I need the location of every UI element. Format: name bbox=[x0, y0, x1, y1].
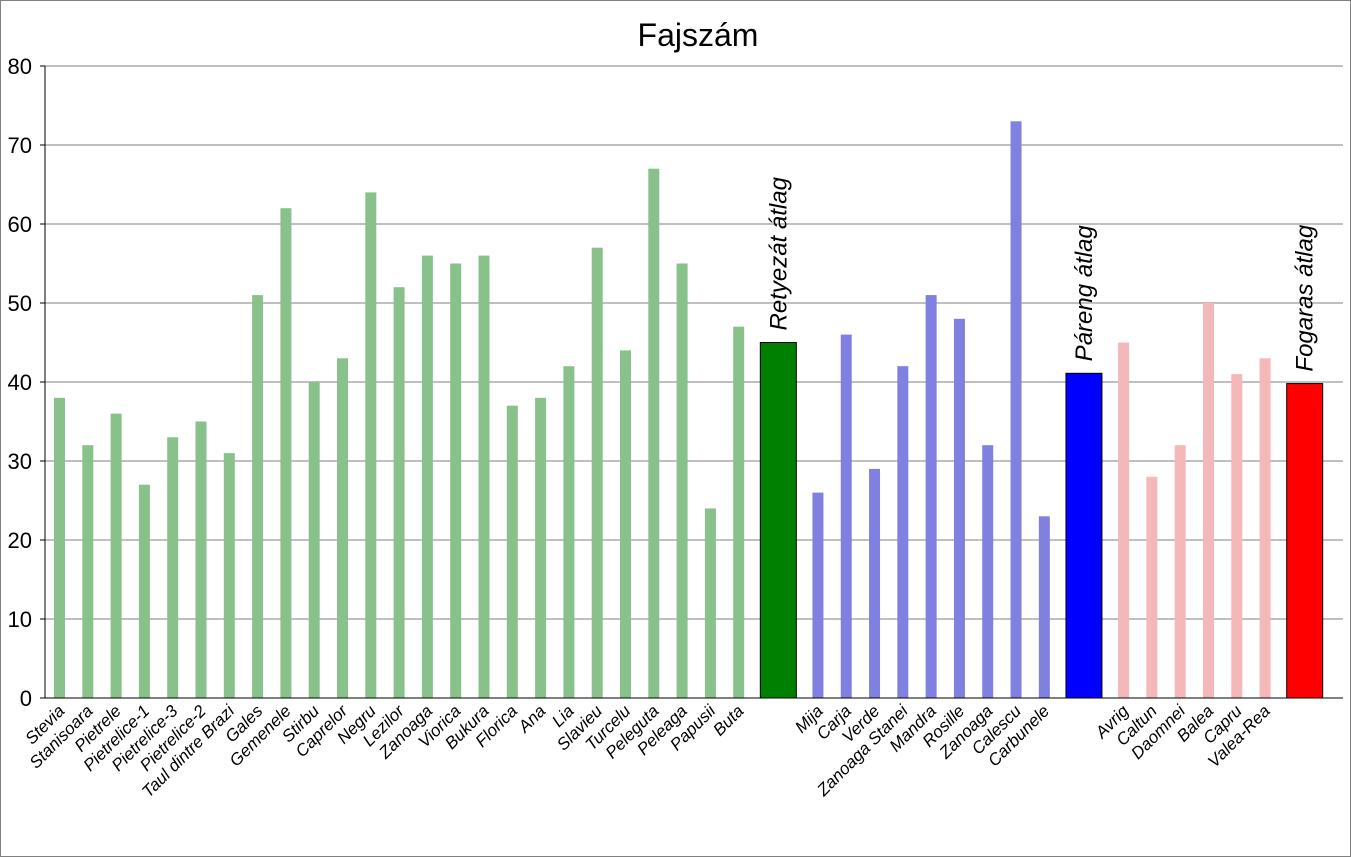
y-tick-label: 20 bbox=[8, 528, 32, 553]
x-axis-tick-labels: SteviaStanisoaraPietrelePietrelice-1Piet… bbox=[21, 700, 1273, 801]
bar bbox=[1146, 476, 1158, 698]
y-tick-label: 70 bbox=[8, 133, 32, 158]
bar bbox=[620, 350, 631, 698]
bar bbox=[280, 208, 292, 698]
bar bbox=[421, 255, 433, 698]
bar bbox=[982, 445, 994, 698]
y-tick-label: 50 bbox=[8, 291, 32, 316]
bar bbox=[563, 366, 575, 698]
bar bbox=[365, 192, 377, 698]
average-bar bbox=[759, 342, 797, 699]
axes bbox=[40, 65, 1343, 699]
bar bbox=[897, 366, 909, 698]
bar bbox=[840, 334, 852, 698]
bar bbox=[1259, 358, 1271, 698]
bar bbox=[812, 492, 824, 698]
bar bbox=[925, 295, 937, 698]
bar bbox=[704, 508, 716, 698]
average-label: Fogaras átlag bbox=[1292, 224, 1319, 371]
bar bbox=[223, 453, 235, 698]
bar bbox=[591, 247, 603, 698]
average-label: Retyezát átlag bbox=[765, 176, 792, 330]
bar bbox=[1174, 445, 1186, 698]
chart-title: Fajszám bbox=[638, 17, 759, 53]
y-tick-label: 30 bbox=[8, 449, 32, 474]
bar bbox=[1038, 516, 1050, 698]
bar bbox=[450, 263, 462, 698]
bar bbox=[138, 484, 150, 698]
bar bbox=[337, 358, 348, 698]
bar bbox=[54, 397, 65, 698]
x-tick-label: Ana bbox=[514, 701, 550, 737]
y-tick-label: 40 bbox=[8, 370, 32, 395]
bar bbox=[1202, 303, 1214, 698]
bar bbox=[648, 168, 660, 698]
bar bbox=[1118, 342, 1130, 698]
average-labels: Retyezát átlag Páreng átlag Fogaras átlag bbox=[765, 176, 1318, 371]
bars bbox=[54, 121, 1324, 699]
bar bbox=[478, 255, 490, 698]
y-axis-tick-labels: 0 10 20 30 40 50 60 70 80 bbox=[8, 54, 32, 711]
bar bbox=[393, 287, 405, 698]
y-tick-label: 80 bbox=[8, 54, 32, 79]
bar bbox=[82, 445, 94, 698]
y-tick-label: 10 bbox=[8, 607, 32, 632]
average-bar bbox=[1286, 383, 1324, 699]
average-label: Páreng átlag bbox=[1071, 225, 1098, 362]
bar bbox=[308, 382, 320, 698]
bar bbox=[953, 318, 965, 698]
y-tick-label: 0 bbox=[20, 686, 32, 711]
bar bbox=[676, 263, 688, 698]
bar bbox=[110, 413, 122, 698]
bar bbox=[1010, 121, 1022, 699]
bar bbox=[506, 405, 518, 698]
bar bbox=[167, 437, 179, 698]
x-tick-label: Buta bbox=[709, 701, 747, 739]
average-bar bbox=[1065, 372, 1103, 699]
bar bbox=[1231, 374, 1243, 698]
bar bbox=[252, 295, 264, 698]
bar bbox=[535, 397, 547, 698]
bar bbox=[195, 421, 207, 698]
bar bbox=[869, 468, 881, 698]
bar bbox=[733, 326, 745, 698]
y-tick-label: 60 bbox=[8, 212, 32, 237]
